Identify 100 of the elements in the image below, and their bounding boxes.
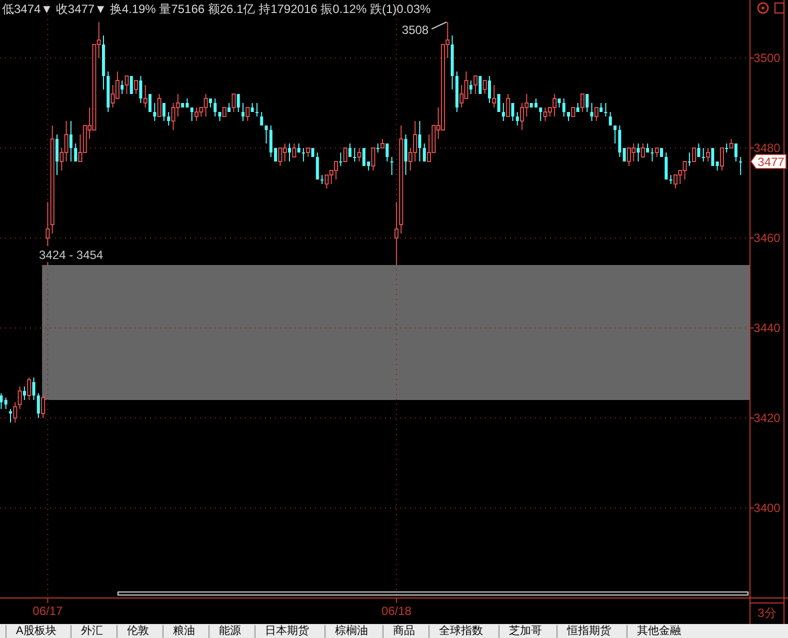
candlestick (13, 402, 18, 423)
text: A股板块 (16, 624, 56, 637)
candlestick (711, 148, 714, 166)
candlestick (539, 107, 542, 122)
candlestick (0, 392, 3, 410)
candlestick (492, 84, 496, 108)
y-tick-label: 3400 (754, 501, 781, 515)
text: 棕榈油 (335, 624, 368, 637)
candlestick (134, 80, 138, 94)
candlestick (697, 143, 700, 158)
y-tick-label: 3480 (754, 141, 781, 155)
candlestick (604, 102, 608, 117)
text: 伦敦 (127, 624, 149, 637)
candlestick (371, 148, 376, 171)
band-label: 3424 - 3454 (39, 248, 104, 262)
candlestick (640, 143, 645, 158)
candlestick (720, 148, 724, 171)
candlestick (190, 107, 194, 122)
candlestick (562, 98, 566, 117)
text: 商品 (393, 624, 415, 637)
y-tick-label: 3460 (754, 231, 781, 245)
candlestick (469, 80, 472, 94)
candlestick (502, 102, 505, 122)
candlestick (246, 107, 250, 122)
candlestick (162, 102, 166, 122)
candlestick (157, 94, 162, 117)
candlestick (390, 156, 394, 176)
candlestick (520, 102, 524, 130)
y-tick-label: 3500 (754, 51, 781, 65)
text: 外汇 (81, 625, 103, 637)
candlestick (506, 94, 510, 117)
x-tick-label: 06/17 (32, 604, 64, 618)
candlestick (734, 143, 738, 162)
text: 芝加哥 (509, 624, 542, 637)
annotation: 3508 (402, 23, 429, 37)
candlestick (482, 80, 487, 94)
candlestick (36, 392, 40, 418)
candlestick (74, 143, 78, 162)
candlestick (614, 125, 617, 144)
candlestick (69, 120, 72, 162)
candlestick (622, 148, 626, 162)
text: 恒指期货 (566, 625, 611, 637)
candlestick (22, 386, 26, 400)
candlestick (56, 134, 58, 176)
candlestick (236, 94, 240, 112)
candlestick (339, 152, 342, 166)
candlestick (153, 102, 156, 122)
candlestick (608, 112, 612, 126)
candlestick (404, 134, 408, 176)
candlestick (353, 148, 356, 162)
candlestick (706, 148, 710, 162)
candlestick (422, 143, 426, 162)
y-tick-label: 3440 (754, 321, 781, 335)
candlestick (511, 102, 514, 122)
candlestick (130, 76, 133, 94)
candlestick (264, 125, 268, 144)
candlestick (18, 386, 22, 410)
candlestick (316, 152, 319, 180)
candlestick (143, 84, 148, 108)
candlestick (343, 148, 348, 162)
text: 能源 (219, 624, 241, 637)
candlestick (232, 94, 236, 112)
candlestick (288, 143, 292, 162)
candlestick (194, 107, 199, 122)
candlestick (650, 148, 654, 162)
text: 3分 (758, 606, 776, 620)
candlestick (692, 148, 696, 162)
candlestick (214, 98, 217, 117)
candlestick (394, 202, 398, 266)
candlestick (586, 94, 589, 112)
candlestick (4, 397, 8, 410)
candlestick (618, 125, 622, 158)
candlestick (292, 143, 296, 158)
candlestick (41, 395, 46, 418)
candlestick (167, 112, 170, 126)
candlestick (497, 94, 500, 112)
text: 3477 (758, 155, 785, 169)
candlestick (32, 377, 36, 400)
candlestick (242, 102, 245, 122)
candlestick (478, 76, 482, 94)
candlestick (386, 143, 389, 162)
candlestick (348, 143, 352, 158)
candlestick (139, 76, 142, 104)
candlestick (260, 112, 264, 126)
candlestick (739, 156, 742, 176)
text: 全球指数 (439, 624, 483, 637)
candlestick (357, 148, 362, 162)
candlestick (302, 148, 305, 162)
candlestick (594, 107, 598, 122)
text: 日本期货 (265, 624, 309, 637)
candlestick (120, 80, 124, 94)
x-tick-label: 06/18 (381, 604, 412, 618)
candlestick (418, 120, 422, 162)
candlestick (488, 76, 491, 104)
candlestick (688, 152, 691, 166)
text: 其他金融 (637, 624, 681, 637)
candlestick (516, 112, 519, 126)
candlestick (474, 76, 478, 94)
chart-title: 低3474▼ 收3477▼ 换4.19% 量75166 额26.1亿 持1792016 振0.12% 跌(1)0.03% (2, 2, 431, 16)
candlestick (255, 102, 258, 117)
